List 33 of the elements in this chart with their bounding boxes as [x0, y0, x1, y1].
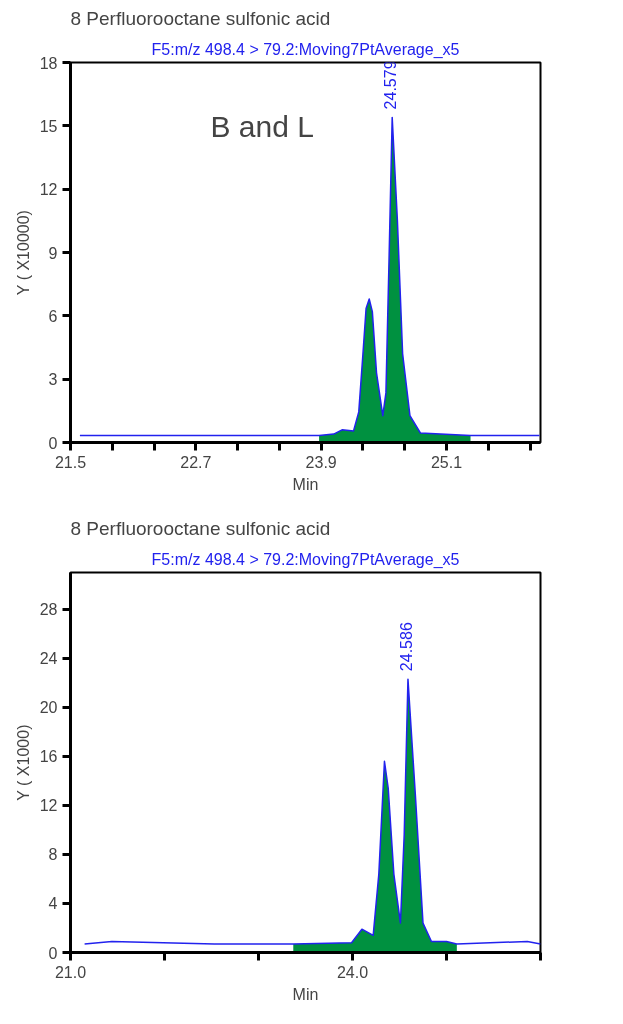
- x-tick-label: 23.9: [305, 453, 337, 471]
- y-tick-label: 12: [39, 181, 58, 199]
- line-series: [83, 678, 541, 945]
- x-tick-label: 21.5: [54, 453, 87, 471]
- x-tick-label: 24.0: [336, 963, 369, 981]
- y-tick-label: 4: [48, 895, 58, 913]
- y-tick-label: 24: [39, 650, 58, 668]
- y-tick-label: 18: [39, 54, 58, 72]
- y-tick-label: 16: [39, 748, 58, 766]
- y-axis-title: Y ( X10000): [14, 210, 32, 296]
- y-tick-label: 9: [48, 244, 58, 262]
- x-axis-title: Min: [292, 475, 319, 493]
- y-tick-label: 0: [48, 944, 58, 962]
- line-series: [79, 116, 541, 437]
- y-tick-label: 28: [39, 601, 58, 619]
- annotation: B and L: [210, 109, 314, 143]
- y-tick-label: 6: [48, 307, 58, 325]
- x-axis-title: Min: [292, 985, 319, 1003]
- y-tick-label: 20: [39, 699, 58, 717]
- chart-title: 8 Perfluorooctane sulfonic acid: [70, 7, 331, 29]
- chart-subtitle: F5:m/z 498.4 > 79.2:Moving7PtAverage_x5: [151, 550, 460, 569]
- x-tick-label: 21.0: [54, 963, 87, 981]
- y-tick-label: 3: [48, 371, 58, 389]
- y-tick-label: 15: [39, 117, 58, 135]
- y-tick-label: 12: [39, 797, 58, 815]
- x-tick-label: 22.7: [180, 453, 212, 471]
- y-tick-label: 8: [48, 846, 58, 864]
- x-tick-label: 25.1: [430, 453, 463, 471]
- annotation: 24.586: [397, 622, 415, 672]
- chart-subtitle: F5:m/z 498.4 > 79.2:Moving7PtAverage_x5: [151, 40, 460, 59]
- y-axis-title: Y ( X1000): [14, 724, 32, 801]
- y-tick-label: 0: [48, 434, 58, 452]
- chart-title: 8 Perfluorooctane sulfonic acid: [70, 517, 331, 539]
